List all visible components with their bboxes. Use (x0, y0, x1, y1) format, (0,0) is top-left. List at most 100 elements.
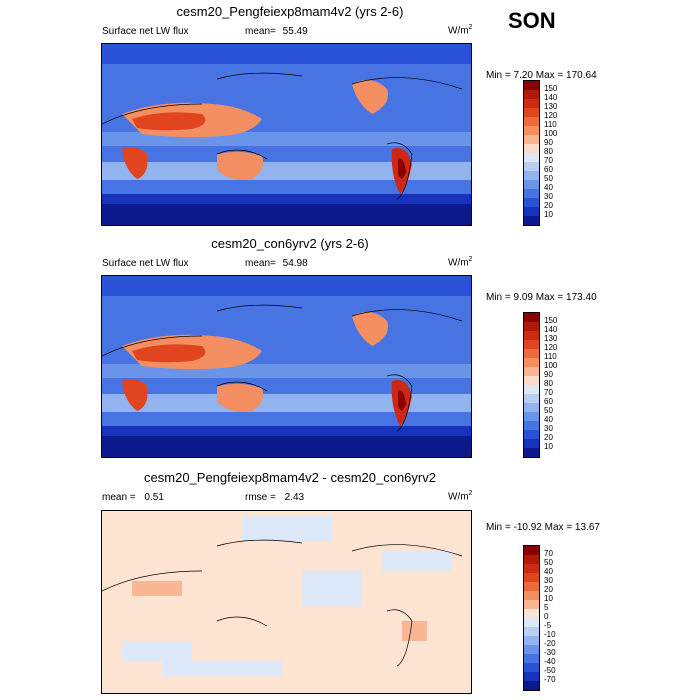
colorbar-swatch (524, 90, 539, 99)
colorbar-swatch (524, 564, 539, 573)
coastlines (102, 539, 463, 667)
colorbar-tick-label: 110 (544, 352, 557, 361)
panel-1-mean-value: 55.49 (282, 26, 308, 37)
colorbar-swatch (524, 189, 539, 198)
north-america-west (352, 312, 388, 346)
colorbar-swatch (524, 591, 539, 600)
coastlines (102, 304, 463, 432)
colorbar-swatch (524, 340, 539, 349)
panel-1-colorbar (523, 80, 540, 226)
colorbar-swatch (524, 349, 539, 358)
panel-2-map-svg (102, 276, 471, 457)
panel-3-map-svg (102, 511, 471, 693)
season-label: SON (508, 8, 556, 33)
colorbar-swatch (524, 672, 539, 681)
colorbar-swatch (524, 99, 539, 108)
panel-3-rmse-key: rmse = (245, 492, 276, 503)
colorbar-tick-label: 5 (544, 603, 549, 612)
colorbar-tick-label: 50 (544, 558, 553, 567)
arctic-band (102, 276, 471, 296)
panel-3-title: cesm20_Pengfeiexp8mam4v2 - cesm20_con6yr… (144, 470, 436, 485)
colorbar-swatch (524, 663, 539, 672)
colorbar-tick-label: 80 (544, 379, 553, 388)
panel-2-mean-value: 54.98 (282, 258, 308, 269)
colorbar-swatch (524, 600, 539, 609)
colorbar-tick-label: 80 (544, 147, 553, 156)
north-pacific-negative (242, 516, 332, 541)
colorbar-swatch (524, 331, 539, 340)
colorbar-swatch (524, 117, 539, 126)
colorbar-swatch (524, 216, 539, 225)
australia (217, 151, 264, 180)
colorbar-swatch (524, 430, 539, 439)
sahara-core (132, 344, 206, 363)
panel-2-units: W/m2 (448, 256, 472, 268)
colorbar-swatch (524, 609, 539, 618)
colorbar-swatch (524, 627, 539, 636)
colorbar-tick-label: 90 (544, 370, 553, 379)
panel-2-mean-key: mean= (245, 258, 276, 269)
north-america-negative (382, 551, 452, 571)
colorbar-tick-label: 70 (544, 388, 553, 397)
panel-3-units-base: W/m (448, 491, 469, 503)
panel-2-units-exp: 2 (468, 256, 473, 263)
colorbar-tick-label: 30 (544, 576, 553, 585)
panel-3-mean-label: mean = 0.51 (102, 492, 164, 503)
panel-3-rmse-label: rmse = 2.43 (245, 492, 304, 503)
panel-1-units-exp: 2 (468, 24, 473, 31)
panel-3-mean-key: mean = (102, 492, 136, 503)
colorbar-tick-label: -70 (544, 675, 556, 684)
colorbar-swatch (524, 448, 539, 457)
colorbar-swatch (524, 180, 539, 189)
colorbar-swatch (524, 108, 539, 117)
colorbar-swatch (524, 546, 539, 555)
antarctic-band (102, 204, 471, 225)
panel-3-mean-value: 0.51 (144, 492, 164, 503)
colorbar-swatch (524, 439, 539, 448)
panel-1-mean-label: mean= 55.49 (245, 26, 308, 37)
colorbar-swatch (524, 358, 539, 367)
colorbar-tick-label: 30 (544, 192, 553, 201)
colorbar-tick-label: 40 (544, 183, 553, 192)
colorbar-tick-label: -30 (544, 648, 556, 657)
colorbar-swatch (524, 618, 539, 627)
panel-2-title: cesm20_con6yrv2 (yrs 2-6) (211, 236, 369, 251)
panel-3-units: W/m2 (448, 490, 472, 502)
andes-core (398, 390, 406, 411)
colorbar-swatch (524, 207, 539, 216)
south-america-positive (402, 621, 427, 641)
panel-3-minmax: Min = -10.92 Max = 13.67 (486, 522, 600, 533)
panel-2-mean-label: mean= 54.98 (245, 258, 308, 269)
colorbar-tick-label: 50 (544, 406, 553, 415)
colorbar-tick-label: -20 (544, 639, 556, 648)
colorbar-tick-label: 140 (544, 93, 558, 102)
panel-2-variable-label: Surface net LW flux (102, 258, 189, 269)
colorbar-tick-label: 150 (544, 316, 558, 325)
colorbar-tick-label: 70 (544, 549, 553, 558)
panel-1-units-base: W/m (448, 25, 469, 37)
sahara-positive (132, 581, 182, 596)
southern-ocean-negative (162, 661, 282, 676)
colorbar-tick-label: 130 (544, 334, 558, 343)
colorbar-swatch (524, 582, 539, 591)
panel-1-mean-key: mean= (245, 26, 276, 37)
subtropical-band (102, 162, 471, 180)
colorbar-tick-label: 70 (544, 156, 553, 165)
colorbar-tick-label: 10 (544, 594, 553, 603)
southern-africa (122, 147, 148, 179)
panel-2-units-base: W/m (448, 257, 469, 269)
sahara-core (132, 112, 206, 131)
colorbar-swatch (524, 367, 539, 376)
colorbar-swatch (524, 412, 539, 421)
panel-1-minmax: Min = 7.20 Max = 170.64 (486, 70, 597, 81)
colorbar-swatch (524, 555, 539, 564)
panel-1-units: W/m2 (448, 24, 472, 36)
colorbar-swatch (524, 153, 539, 162)
colorbar-tick-label: 90 (544, 138, 553, 147)
australia (217, 383, 264, 412)
colorbar-swatch (524, 385, 539, 394)
colorbar-swatch (524, 313, 539, 322)
colorbar-tick-label: 120 (544, 343, 558, 352)
panel-2-colorbar (523, 312, 540, 458)
andes-core (398, 158, 406, 179)
